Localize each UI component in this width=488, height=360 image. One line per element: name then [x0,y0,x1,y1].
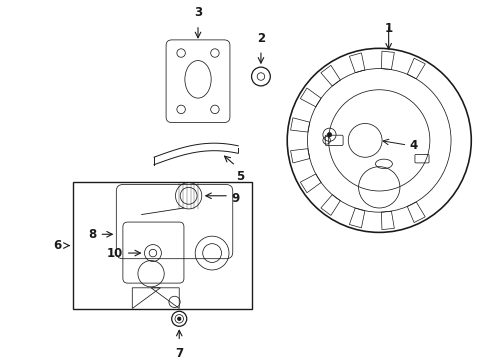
Text: 8: 8 [88,228,96,241]
Text: 2: 2 [256,32,264,45]
Text: 7: 7 [175,347,183,360]
Bar [73,182,252,309]
Text: 6: 6 [53,239,61,252]
Text: 1: 1 [384,22,392,35]
Text: 3: 3 [194,6,202,19]
Circle shape [178,318,180,320]
Circle shape [326,132,331,137]
Text: 9: 9 [230,192,239,205]
Text: 5: 5 [236,170,244,184]
Text: 10: 10 [106,247,122,260]
Text: 4: 4 [408,139,417,152]
